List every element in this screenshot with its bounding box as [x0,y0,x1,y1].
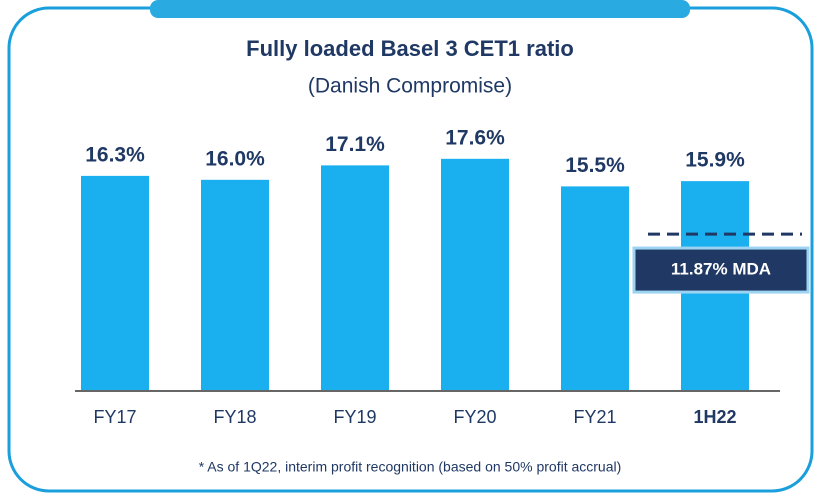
value-label: 15.9% [685,149,745,172]
value-label: 15.5% [565,154,625,177]
value-label: 17.6% [445,126,505,149]
x-tick-label: FY21 [573,407,616,427]
bar [321,165,389,390]
bar [81,175,149,390]
footnote: * As of 1Q22, interim profit recognition… [199,459,622,475]
header-tab [150,0,690,18]
chart-subtitle: (Danish Compromise) [308,75,512,98]
value-label: 16.0% [205,147,265,170]
value-label: 17.1% [325,133,385,156]
x-tick-label: FY19 [333,407,376,427]
x-tick-label: FY18 [213,407,256,427]
x-tick-label: FY20 [453,407,496,427]
reference-label: 11.87% MDA [671,260,771,279]
bar [201,179,269,390]
x-tick-label: FY17 [93,407,136,427]
bar [561,186,629,390]
value-label: 16.3% [85,143,145,166]
chart-title: Fully loaded Basel 3 CET1 ratio [246,36,574,61]
reference-box [632,246,810,294]
x-tick-label: 1H22 [693,407,736,427]
bar [441,158,509,390]
